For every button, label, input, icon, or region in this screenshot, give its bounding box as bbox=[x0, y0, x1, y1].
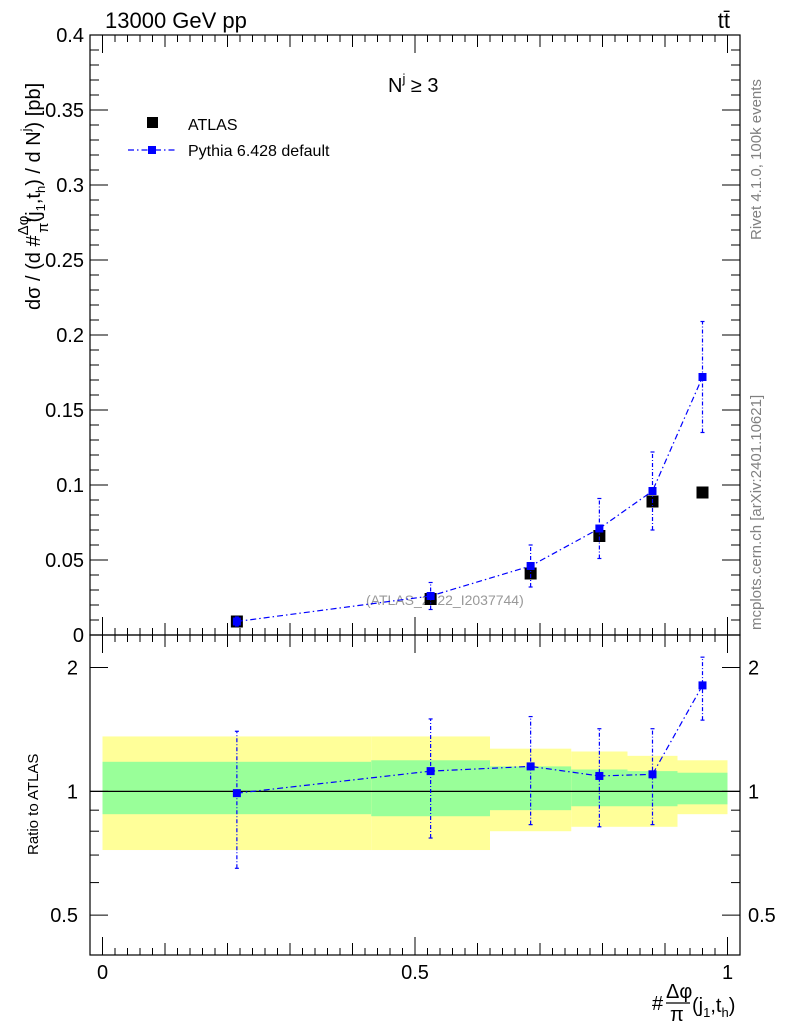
xlabel-post: ) bbox=[729, 995, 736, 1017]
x-tick-label: 0.5 bbox=[401, 962, 429, 984]
pythia-ratio-point bbox=[698, 681, 707, 690]
ratio-y-axis-label: Ratio to ATLAS bbox=[25, 754, 42, 855]
ylabel-frac-den: π bbox=[35, 222, 52, 232]
ylabel-comma: ,t bbox=[23, 193, 45, 205]
legend-atlas-label: ATLAS bbox=[188, 117, 238, 134]
pythia-ratio-point bbox=[595, 771, 604, 780]
x-axis: 0 0.5 1 bbox=[97, 635, 733, 984]
ylabel-unit: ) [pb] bbox=[23, 83, 45, 129]
legend-pythia-marker bbox=[148, 146, 156, 154]
main-y-tick-label: 0.1 bbox=[56, 475, 84, 497]
njet-annotation: Nj ≥ 3 bbox=[388, 71, 439, 97]
ratio-y-tick-label: 0.5 bbox=[50, 905, 78, 927]
ylabel-post: ) / d N bbox=[23, 131, 45, 185]
pythia-ratio-point bbox=[648, 770, 657, 779]
main-plot-panel: 0 0.05 0.1 0.15 0.2 0.25 0.3 0.35 0.4 (ATLAS_202… bbox=[15, 25, 741, 647]
main-y-axis: 0 0.05 0.1 0.15 0.2 0.25 0.3 0.35 0.4 bbox=[45, 25, 740, 647]
pythia-data-point bbox=[595, 524, 604, 533]
ylabel-sup: j bbox=[18, 128, 33, 132]
xlabel-den: π bbox=[670, 1004, 684, 1024]
main-y-tick-label: 0.15 bbox=[45, 400, 84, 422]
xlabel-sub1: 1 bbox=[703, 1005, 710, 1020]
pythia-ratio-point bbox=[232, 789, 241, 798]
pythia-ratio-line bbox=[236, 685, 704, 794]
pythia-ratio-point bbox=[526, 762, 535, 771]
pythia-data-point bbox=[648, 487, 657, 495]
pythia-series-line bbox=[236, 376, 704, 623]
xlabel-pre: # bbox=[652, 993, 664, 1015]
ylabel-mid: (j bbox=[23, 211, 45, 222]
njet-annotation-sup: j bbox=[401, 71, 405, 86]
ratio-y-tick-label-right: 1 bbox=[748, 781, 759, 803]
ratio-uncertainty-bands bbox=[102, 736, 728, 851]
xlabel-mid: (j bbox=[692, 995, 703, 1017]
ratio-y-tick-label: 2 bbox=[67, 658, 78, 680]
legend: ATLAS Pythia 6.428 default bbox=[128, 117, 330, 160]
atlas-data-point bbox=[593, 530, 606, 542]
main-y-tick-label: 0.35 bbox=[45, 100, 84, 122]
pythia-data-point bbox=[526, 562, 535, 570]
ratio-y-tick-label-right: 2 bbox=[748, 658, 759, 680]
x-axis-label: # Δφ π (j1,th) bbox=[652, 981, 735, 1024]
main-y-tick-label: 0 bbox=[73, 625, 84, 647]
analysis-watermark: (ATLAS_2022_I2037744) bbox=[366, 592, 524, 608]
pythia-data-point bbox=[426, 592, 435, 600]
njet-annotation-rest: ≥ 3 bbox=[405, 75, 438, 97]
main-y-tick-label: 0.05 bbox=[45, 550, 84, 572]
main-y-tick-label: 0.2 bbox=[56, 325, 84, 347]
ratio-inner-band bbox=[677, 772, 728, 805]
xlabel-sub2: h bbox=[721, 1005, 728, 1020]
main-y-axis-label: dσ / (d #Δφ π(j1,th) / d Nj) [pb] bbox=[15, 83, 52, 310]
ylabel-sub1: 1 bbox=[33, 204, 48, 211]
x-tick-label: 0 bbox=[97, 962, 108, 984]
mcplots-source-label: mcplots.cern.ch [arXiv:2401.10621] bbox=[748, 395, 765, 630]
rivet-version-label: Rivet 4.1.0, 100k events bbox=[748, 79, 765, 240]
x-tick-label: 1 bbox=[722, 962, 733, 984]
main-y-tick-label: 0.4 bbox=[56, 25, 84, 47]
main-y-tick-label: 0.25 bbox=[45, 250, 84, 272]
ratio-inner-band bbox=[102, 761, 372, 815]
atlas-data-point bbox=[524, 567, 537, 580]
main-y-tick-label: 0.3 bbox=[56, 175, 84, 197]
ratio-y-tick-label-right: 0.5 bbox=[748, 905, 776, 927]
xlabel-num: Δφ bbox=[666, 981, 692, 1003]
ratio-data-marks bbox=[232, 656, 707, 869]
ratio-plot-panel: 0.5 0.51 12 2 0 0.5 1 Ratio to ATLAS bbox=[25, 634, 776, 984]
header-energy-label: 13000 GeV pp bbox=[105, 8, 247, 33]
ratio-y-tick-label: 1 bbox=[67, 781, 78, 803]
xlabel-args: (j1,th) bbox=[692, 995, 735, 1020]
main-data-marks bbox=[230, 320, 709, 628]
atlas-data-point bbox=[696, 486, 709, 499]
legend-pythia-label: Pythia 6.428 default bbox=[188, 143, 330, 160]
ylabel-pre: dσ / (d # bbox=[23, 235, 45, 310]
main-x-ticks bbox=[102, 35, 728, 635]
ylabel-frac-num: Δφ bbox=[15, 215, 32, 235]
pythia-data-point bbox=[698, 373, 707, 381]
header-process-label: tt̄ bbox=[718, 8, 730, 33]
ratio-y-axis: 0.5 0.5 1 1 2 2 bbox=[50, 658, 776, 928]
ylabel-sub2: h bbox=[33, 186, 48, 193]
pythia-ratio-point bbox=[426, 767, 435, 776]
pythia-data-point bbox=[232, 617, 241, 626]
njet-annotation-n: N bbox=[388, 75, 402, 97]
xlabel-comma: ,t bbox=[710, 995, 722, 1017]
legend-atlas-marker bbox=[147, 117, 158, 128]
